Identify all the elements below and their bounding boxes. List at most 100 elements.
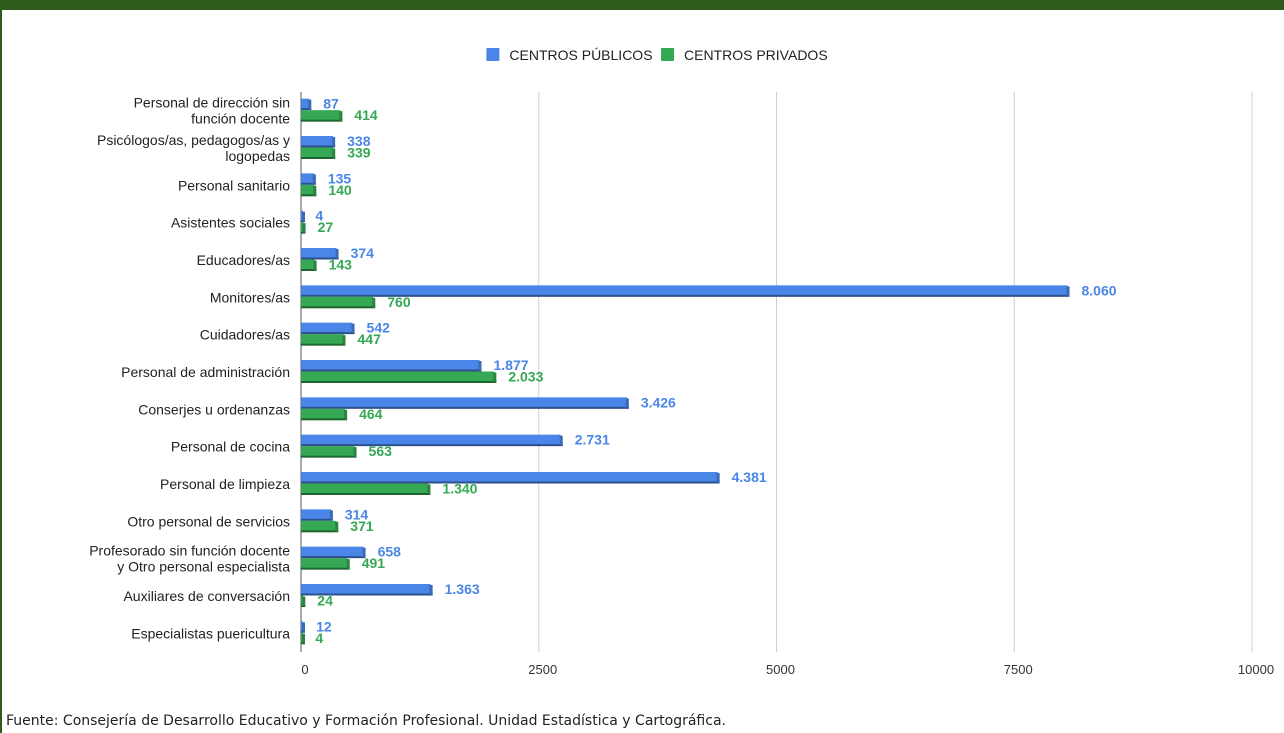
bar-shadow <box>301 443 563 447</box>
value-label: 760 <box>387 294 411 310</box>
category-label-line: y Otro personal especialista <box>117 559 290 575</box>
bar-face <box>301 334 344 344</box>
value-label: 447 <box>358 331 382 347</box>
value-label: 4 <box>315 630 323 646</box>
category-label: Auxiliares de conversación <box>123 588 290 604</box>
bar-publicos <box>301 621 305 633</box>
bar-privados <box>301 110 343 122</box>
legend-swatch <box>486 48 500 61</box>
bar-shadow <box>301 417 348 421</box>
bar-edge <box>493 372 497 382</box>
bar-publicos <box>301 472 720 484</box>
x-tick-label: 2500 <box>528 662 557 677</box>
legend-item-publicos: CENTROS PÚBLICOS <box>486 47 653 63</box>
category-label: Profesorado sin función docente y Otro pe… <box>89 543 290 575</box>
header-bar <box>0 0 1284 10</box>
category-label: Conserjes u ordenanzas <box>138 401 290 417</box>
bar-edge <box>329 510 333 520</box>
bar-privados <box>301 483 431 495</box>
bar-shadow <box>301 480 720 484</box>
bar-edge <box>346 559 350 569</box>
bar-face <box>301 558 348 568</box>
bar-face <box>301 584 431 594</box>
bar-publicos <box>301 210 305 223</box>
bar-edge <box>351 323 355 334</box>
value-label: 658 <box>378 544 402 560</box>
bar-privados <box>301 184 317 197</box>
category-label: Personal de cocina <box>171 439 290 455</box>
bar-shadow <box>301 368 482 372</box>
value-label: 2.033 <box>508 369 543 385</box>
x-tick-label: 0 <box>301 662 308 677</box>
bar-chart: CENTROS PÚBLICOS CENTROS PRIVADOS 8741433… <box>89 47 1274 677</box>
bar-edge <box>625 398 629 408</box>
bar-edge <box>362 547 366 558</box>
category-label: Otro personal de servicios <box>127 513 290 529</box>
bar-face <box>301 371 495 381</box>
bar-edge <box>312 174 316 184</box>
legend-label: CENTROS PÚBLICOS <box>509 47 652 63</box>
bar-privados <box>301 222 306 234</box>
bar-face <box>301 259 315 269</box>
category-label: Especialistas puericultura <box>131 625 290 641</box>
bar-edge <box>302 211 305 222</box>
category-label: Personal sanitario <box>178 177 290 193</box>
bar-privados <box>301 520 339 533</box>
bar-edge <box>335 249 339 259</box>
bar-edge <box>1066 286 1070 296</box>
bar-edge <box>308 99 312 110</box>
left-border <box>0 10 2 733</box>
bar-shadow <box>301 156 336 159</box>
value-label: 563 <box>369 443 393 459</box>
bar-shadow <box>301 555 366 559</box>
bar-edge <box>302 223 306 233</box>
x-axis: 0 2500 5000 7500 10000 <box>301 662 1274 677</box>
value-label: 339 <box>347 145 371 161</box>
bar-edge <box>429 585 433 595</box>
value-label: 1.877 <box>494 357 529 373</box>
category-label-line: Personal de dirección sin <box>134 95 290 111</box>
bar-edge <box>372 297 376 308</box>
value-label: 491 <box>362 555 386 571</box>
bar-face <box>301 322 353 333</box>
category-label-line: función docente <box>191 111 290 127</box>
bar-face <box>301 360 480 370</box>
bar-publicos <box>301 584 433 596</box>
bar-publicos <box>301 322 355 335</box>
value-label: 4.381 <box>732 469 767 485</box>
category-label-line: logopedas <box>225 148 290 164</box>
bar-publicos <box>301 248 339 260</box>
value-label: 4 <box>315 208 323 224</box>
category-label-line: Psicólogos/as, pedagogos/as y <box>97 132 290 148</box>
bar-shadow <box>301 293 1070 297</box>
bar-privados <box>301 371 497 383</box>
bar-edge <box>344 409 348 420</box>
bar-face <box>301 446 355 456</box>
bar-edge <box>332 137 336 147</box>
bar-face <box>301 546 364 557</box>
bar-face <box>301 110 341 120</box>
bar-shadow <box>301 181 316 185</box>
legend-item-privados: CENTROS PRIVADOS <box>661 47 828 63</box>
bar-face <box>301 509 331 519</box>
x-tick-label: 10000 <box>1238 662 1274 677</box>
bar-edge <box>342 335 346 345</box>
bar-face <box>301 98 310 109</box>
bar-shadow <box>301 529 339 533</box>
value-label: 8.060 <box>1082 282 1117 298</box>
bar-face <box>301 408 346 419</box>
bar-face <box>301 296 374 307</box>
value-label: 314 <box>345 506 369 522</box>
bar-shadow <box>301 118 343 122</box>
category-label: Personal de administración <box>121 364 290 380</box>
bar-edge <box>716 473 720 483</box>
bar-shadow <box>301 256 339 260</box>
bar-face <box>301 595 304 605</box>
bar-publicos <box>301 397 629 409</box>
bar-privados <box>301 632 305 645</box>
bar-privados <box>301 408 348 421</box>
bar-face <box>301 248 337 258</box>
bar-shadow <box>301 331 355 335</box>
bar-edge <box>313 260 317 270</box>
value-label: 1.363 <box>445 581 480 597</box>
